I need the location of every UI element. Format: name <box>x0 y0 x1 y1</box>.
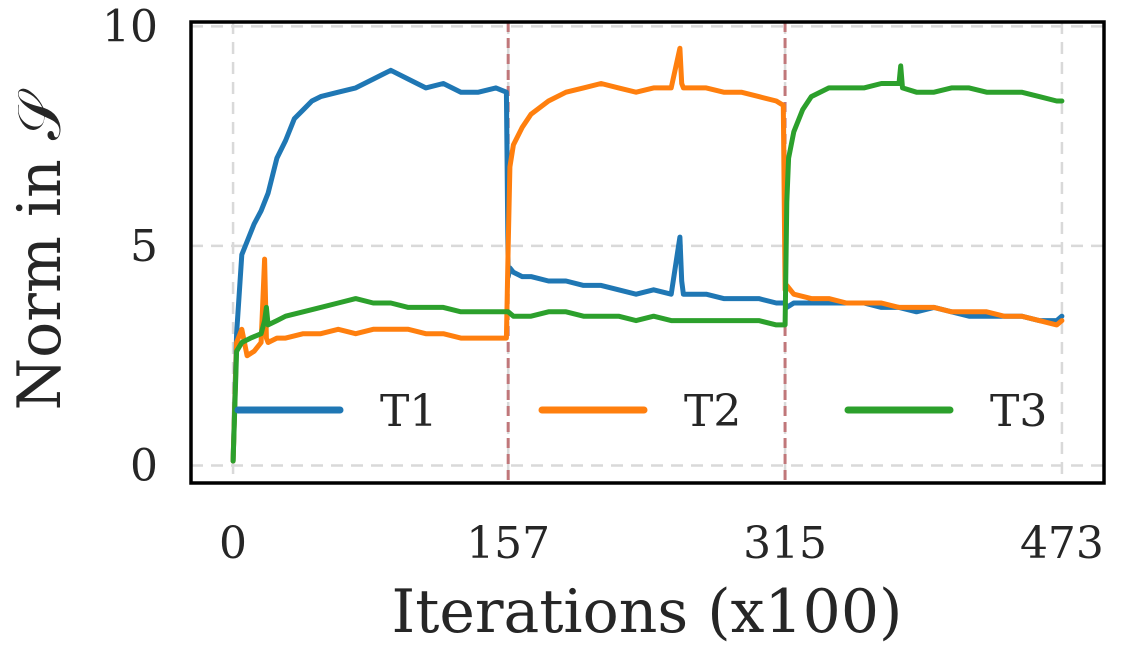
x-tick-label: 473 <box>1020 518 1104 569</box>
legend-label-t3: T3 <box>990 386 1047 437</box>
x-tick-label: 315 <box>743 518 827 569</box>
plot-frame <box>189 20 1106 485</box>
legend-label-t1: T1 <box>380 386 437 437</box>
legend-label-t2: T2 <box>684 386 741 437</box>
y-axis-label: Norm in 𝒮 <box>5 88 75 410</box>
y-tick-label: 0 <box>130 440 158 491</box>
series-line-t3 <box>230 63 1065 464</box>
x-tick-labels: 0 157 315 473 <box>219 518 1104 569</box>
legend: T1 T2 T3 <box>234 386 1047 437</box>
series-lines <box>230 45 1065 464</box>
x-axis-label: Iterations (x100) <box>392 577 903 647</box>
y-tick-label: 10 <box>102 1 158 52</box>
series-line-t1 <box>230 67 1065 464</box>
series-line-t2 <box>230 45 1065 464</box>
x-tick-label: 157 <box>466 518 550 569</box>
x-tick-label: 0 <box>219 518 247 569</box>
y-tick-labels: 0 5 10 <box>102 1 158 491</box>
y-tick-label: 5 <box>130 221 158 272</box>
